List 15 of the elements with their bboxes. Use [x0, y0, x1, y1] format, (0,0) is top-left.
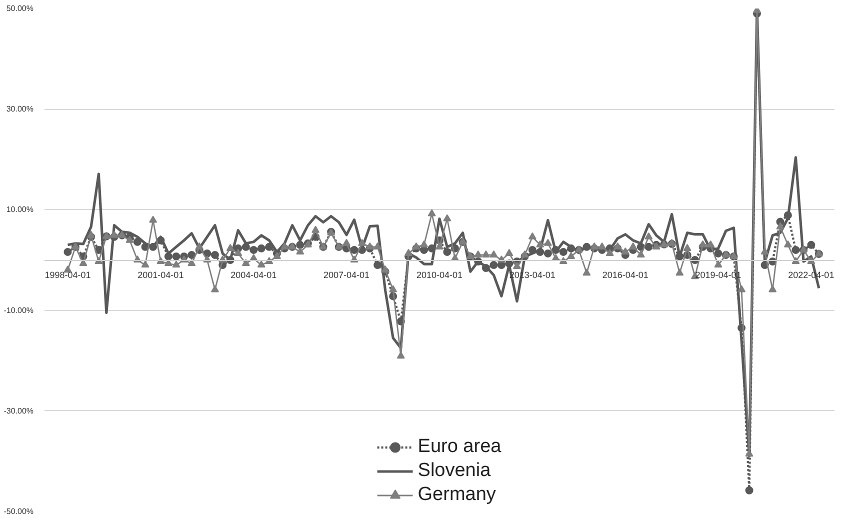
x-tick-label: 2004-04-01 [230, 270, 277, 280]
y-tick-label: 10.00% [6, 205, 34, 214]
legend-label: Euro area [418, 435, 502, 459]
legend-label: Slovenia [418, 459, 491, 483]
x-tick-label: 2007-04-01 [323, 270, 370, 280]
y-tick-label: 30.00% [6, 104, 34, 114]
x-tick-label: 2010-04-01 [416, 270, 462, 280]
x-tick-label: 1998-04-01 [44, 270, 91, 280]
y-tick-label: -50.00% [4, 507, 34, 516]
y-tick-label: -10.00% [4, 306, 34, 315]
y-tick-label: 50.00% [6, 4, 34, 13]
x-tick-label: 2016-04-01 [602, 270, 648, 280]
x-tick-label: 2001-04-01 [138, 270, 184, 280]
y-tick-label: -30.00% [4, 406, 34, 416]
legend-label: Germany [418, 483, 496, 507]
